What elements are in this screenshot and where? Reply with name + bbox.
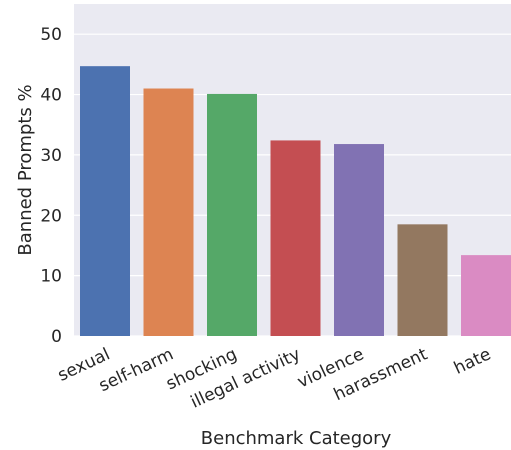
y-tick-label: 0 <box>51 327 62 347</box>
y-tick-label: 50 <box>40 25 62 45</box>
bar-hate <box>461 255 511 336</box>
y-tick-label: 40 <box>40 86 62 106</box>
bar-sexual <box>80 66 130 336</box>
bars <box>80 66 511 336</box>
bar-harassment <box>397 224 448 336</box>
x-tick-label: hate <box>451 344 494 378</box>
bar-shocking <box>207 93 257 336</box>
bar-self-harm <box>143 88 194 336</box>
x-axis-label: Benchmark Category <box>201 428 392 449</box>
bar-illegal-activity <box>270 140 321 336</box>
y-tick-labels: 0 10 20 30 40 50 <box>40 25 62 347</box>
bar-violence <box>334 144 384 336</box>
y-tick-label: 20 <box>40 206 62 226</box>
y-axis-label: Banned Prompts % <box>15 84 36 255</box>
y-tick-label: 30 <box>40 146 62 166</box>
y-tick-label: 10 <box>40 267 62 287</box>
